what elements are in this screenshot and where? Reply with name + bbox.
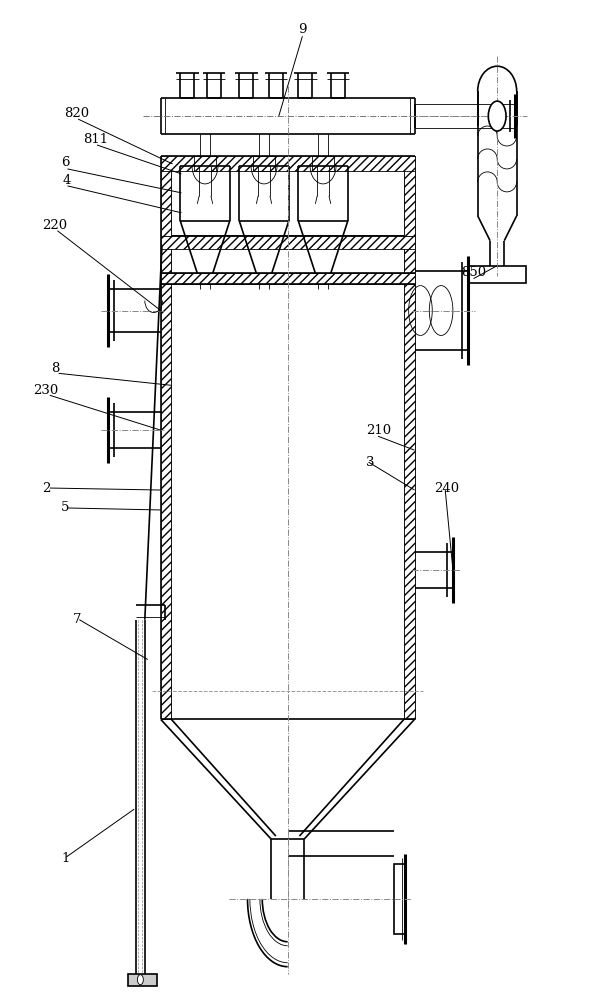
- Text: 7: 7: [73, 613, 81, 626]
- Text: 210: 210: [366, 424, 392, 437]
- Text: 6: 6: [61, 156, 69, 169]
- Bar: [161, 273, 415, 284]
- Bar: [161, 236, 171, 719]
- Bar: [161, 156, 415, 171]
- Bar: [313, 156, 334, 171]
- Bar: [161, 156, 171, 236]
- Bar: [469, 266, 525, 283]
- Text: 1: 1: [61, 852, 69, 865]
- Bar: [195, 156, 216, 171]
- Bar: [253, 156, 275, 171]
- Text: 2: 2: [42, 482, 50, 495]
- Bar: [161, 236, 415, 249]
- Text: 220: 220: [42, 219, 67, 232]
- Text: 8: 8: [52, 362, 60, 375]
- Bar: [404, 156, 415, 236]
- Text: 3: 3: [366, 456, 375, 469]
- Text: 811: 811: [83, 133, 109, 146]
- Text: 230: 230: [33, 384, 58, 397]
- Text: 240: 240: [435, 482, 460, 495]
- Text: 820: 820: [65, 107, 90, 120]
- Bar: [404, 236, 415, 719]
- Text: 850: 850: [461, 266, 486, 279]
- Bar: [128, 974, 157, 986]
- Text: 4: 4: [62, 174, 71, 187]
- Circle shape: [488, 101, 506, 131]
- Circle shape: [138, 975, 144, 985]
- Bar: [394, 864, 404, 934]
- Text: 5: 5: [61, 501, 69, 514]
- Text: 9: 9: [298, 23, 307, 36]
